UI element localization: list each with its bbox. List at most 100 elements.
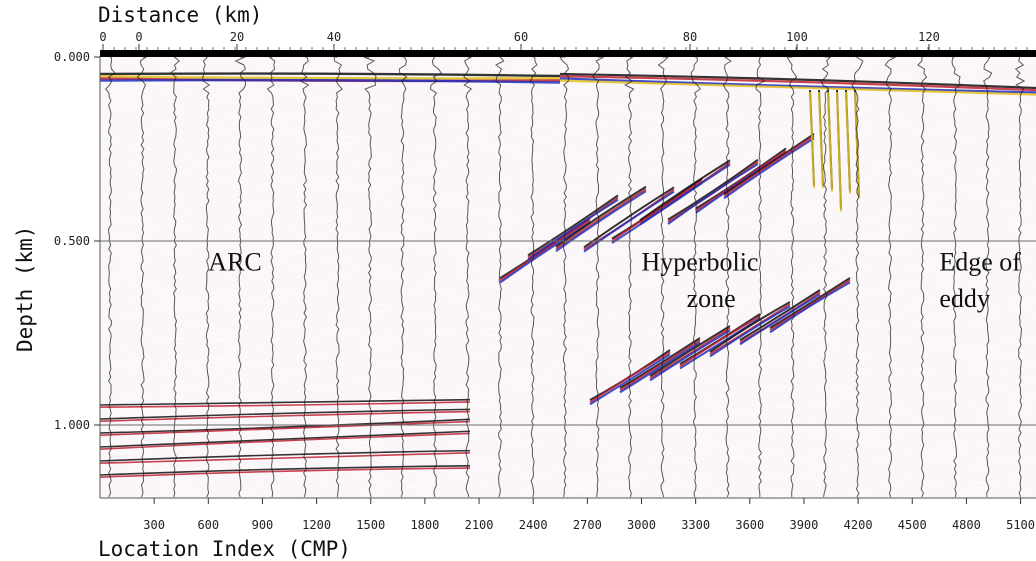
wiggle-trace <box>884 57 897 498</box>
cmp-tick-label: 3600 <box>735 518 764 532</box>
wiggle-trace <box>299 57 310 498</box>
distance-tick-label: 0 <box>99 30 106 44</box>
section-image <box>100 57 1036 498</box>
annotation-label: Hyperbolic <box>642 247 759 276</box>
distance-tick-label: 120 <box>918 30 940 44</box>
reflector-stroke <box>709 301 791 353</box>
distance-tick-label: 40 <box>327 30 341 44</box>
wiggle-trace <box>529 57 538 498</box>
reflector-stroke <box>100 418 471 434</box>
cmp-tick-label: 900 <box>252 518 274 532</box>
cmp-tick-label: 3000 <box>627 518 656 532</box>
cmp-tick-label: 2100 <box>465 518 494 532</box>
wiggle-trace <box>333 57 343 498</box>
reflector-stroke <box>639 163 731 226</box>
reflector-stroke <box>100 408 471 420</box>
cmp-axis: 300 600 900 1200 1500 1800 2100 2400 2700 3000 330… <box>100 497 1036 532</box>
reflector-stroke <box>836 92 842 212</box>
cmp-tick-label: 4800 <box>952 518 981 532</box>
distance-tick-label: 0 <box>135 30 142 44</box>
top-frame-bar <box>100 50 1036 57</box>
wiggle-trace <box>917 57 928 498</box>
annotation-label: Edge of <box>939 247 1021 276</box>
reflector-stroke <box>589 351 671 404</box>
reflector-stroke <box>649 325 731 377</box>
wiggle-trace <box>690 57 701 498</box>
reflector-stroke <box>739 289 821 341</box>
reflector-stroke <box>845 92 851 194</box>
cmp-tick-label: 3300 <box>681 518 710 532</box>
wiggle-trace <box>202 57 211 498</box>
cmp-tick-label: 1500 <box>356 518 385 532</box>
reflector-stroke <box>723 135 815 197</box>
reflector-stroke <box>100 467 471 478</box>
distance-axis: 0 0 20 40 60 80 100 120 <box>99 30 1028 50</box>
reflector-stroke <box>679 315 761 368</box>
reflector-stroke <box>583 190 675 253</box>
annotation-label: zone <box>687 284 736 313</box>
wiggle-trace <box>169 57 181 498</box>
distance-axis-title: Distance (km) <box>98 3 262 27</box>
wiggle-trace <box>755 57 766 497</box>
reflector-stroke <box>499 219 591 282</box>
reflector-stroke <box>611 179 703 242</box>
distance-tick-label: 100 <box>786 30 808 44</box>
depth-axis-title: Depth (km) <box>13 226 37 352</box>
cmp-axis-title: Location Index (CMP) <box>98 537 351 561</box>
wiggle-trace <box>398 57 408 498</box>
reflector-stroke <box>619 339 701 392</box>
reflector-stroke <box>555 190 647 252</box>
reflector-stroke <box>555 185 647 248</box>
reflector-stroke <box>100 398 471 406</box>
annotation-label: ARC <box>208 247 261 276</box>
reflector-stroke <box>667 158 759 221</box>
wiggle-traces <box>105 57 1026 498</box>
reflector-stroke <box>100 449 471 462</box>
reflector-stroke <box>100 432 471 450</box>
cmp-tick-label: 5100 <box>1006 518 1035 532</box>
cmp-tick-label: 300 <box>143 518 165 532</box>
reflector-stroke <box>619 337 701 389</box>
wiggle-trace <box>722 57 732 498</box>
cmp-tick-label: 4200 <box>844 518 873 532</box>
wiggle-trace <box>1014 57 1026 498</box>
reflector-stroke <box>769 277 851 329</box>
wiggle-trace <box>105 57 116 498</box>
cmp-tick-label: 2700 <box>573 518 602 532</box>
reflector-stroke <box>555 188 647 250</box>
reflector-stroke <box>559 77 1036 94</box>
cmp-tick-label: 1200 <box>302 518 331 532</box>
depth-gridlines <box>100 240 1036 426</box>
reflector-stroke <box>100 420 471 436</box>
reflector-stroke <box>527 198 619 261</box>
reflector-stroke <box>739 293 821 346</box>
wiggle-trace <box>591 57 604 498</box>
reflector-stroke <box>769 281 851 334</box>
wiggle-trace <box>983 57 993 498</box>
reflector-stroke <box>695 149 787 212</box>
cmp-tick-label: 3900 <box>789 518 818 532</box>
reflector-events <box>100 72 1036 478</box>
reflector-stroke <box>559 75 1036 92</box>
depth-tick-label: 1.000 <box>54 418 90 432</box>
wiggle-trace <box>363 57 377 498</box>
distance-tick-label: 80 <box>683 30 697 44</box>
reflector-stroke <box>100 401 471 408</box>
cmp-tick-label: 2400 <box>519 518 548 532</box>
distance-tick-label: 20 <box>230 30 244 44</box>
reflector-stroke <box>619 341 701 394</box>
wiggle-trace <box>657 57 669 498</box>
cmp-tick-label: 600 <box>197 518 219 532</box>
reflector-stroke <box>709 305 791 358</box>
reflector-stroke <box>649 329 731 382</box>
wiggle-trace <box>624 57 635 498</box>
wiggle-trace <box>463 57 473 498</box>
depth-axis: 0.000 0.500 1.000 <box>54 50 101 498</box>
reflector-stroke <box>100 75 561 80</box>
reflector-stroke <box>559 79 1036 96</box>
wiggle-trace <box>951 57 961 498</box>
reflector-stroke <box>100 465 471 476</box>
reflector-stroke <box>100 72 561 78</box>
distance-tick-label: 60 <box>514 30 528 44</box>
